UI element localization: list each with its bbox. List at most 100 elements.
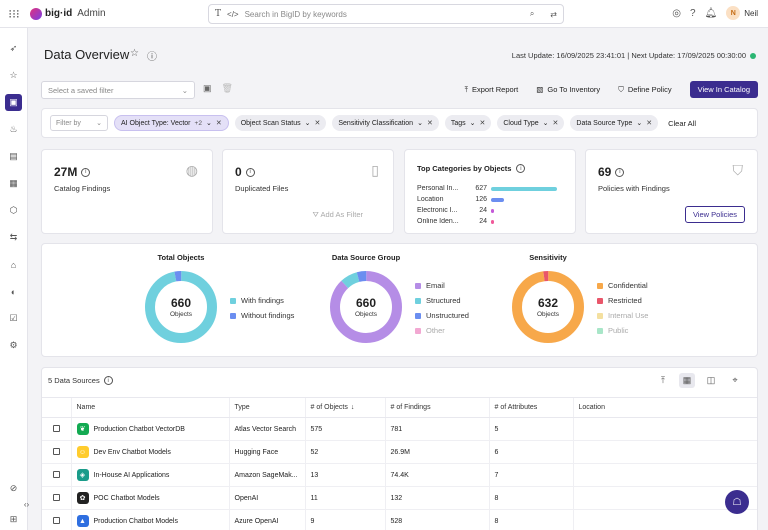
name-cell[interactable]: ❦ Production Chatbot VectorDB — [70, 417, 229, 441]
assistant-button[interactable]: ☖ — [725, 490, 749, 514]
table-row[interactable]: ✿ POC Chatbot Models OpenAI 11 132 8 — [42, 486, 757, 510]
column-header[interactable]: # of Attributes — [488, 397, 573, 418]
legend-item[interactable]: Confidential — [597, 278, 648, 293]
legend-item[interactable]: Restricted — [597, 293, 648, 308]
info-icon[interactable]: i — [615, 167, 625, 177]
chevron-down-icon[interactable]: ⌄ — [469, 120, 476, 127]
star-icon[interactable]: ☆ — [130, 48, 139, 59]
info-icon[interactable]: i — [245, 167, 255, 177]
top-category-row[interactable]: Online Iden... 24 — [417, 218, 494, 225]
check-circle-icon[interactable]: ◎ — [672, 7, 681, 19]
collapse-sidebar-icon[interactable]: ‹› — [23, 500, 30, 509]
legend-item[interactable]: Other — [415, 323, 469, 338]
map-pin-icon[interactable]: ⌖ — [732, 375, 738, 385]
bell-icon[interactable]: 🔔︎ — [704, 7, 718, 19]
swap-icon[interactable]: ⇄ — [550, 9, 557, 19]
top-category-row[interactable]: Electronic I... 24 — [417, 207, 494, 214]
report-icon[interactable]: ▤ — [9, 151, 18, 161]
row-checkbox[interactable] — [53, 516, 60, 524]
view-in-catalog-button[interactable]: View In Catalog — [689, 81, 758, 98]
add-as-filter-button[interactable]: ⛛ Add As Filter — [312, 210, 363, 220]
column-header[interactable]: # of Findings — [384, 397, 489, 418]
legend-item[interactable]: Internal Use — [597, 308, 648, 323]
name-cell[interactable]: ▲ Production Chatbot Models — [70, 509, 229, 530]
user-name[interactable]: Neil — [744, 8, 758, 18]
catalog-icon[interactable]: ▦ — [9, 178, 18, 188]
column-header[interactable]: # of Objects ↓ — [304, 397, 385, 418]
chevron-down-icon[interactable]: ⌄ — [542, 120, 549, 127]
code-icon[interactable]: </> — [227, 9, 239, 19]
close-icon[interactable]: ✕ — [426, 120, 433, 127]
table-row[interactable]: ◈ In-House AI Applications Amazon SageMak.… — [42, 463, 757, 487]
global-search[interactable]: T </> Search in BigID by keywords ⌕ ⇄ — [208, 4, 564, 24]
legend-item[interactable]: Unstructured — [415, 308, 469, 323]
donut-segment[interactable] — [330, 271, 402, 343]
name-cell[interactable]: ☺ Dev Env Chatbot Models — [70, 440, 229, 464]
clear-all-button[interactable]: Clear All — [668, 118, 697, 128]
chevron-down-icon[interactable]: ⌄ — [304, 120, 311, 127]
close-icon[interactable]: ✕ — [552, 120, 559, 127]
donut-segment[interactable] — [512, 271, 584, 343]
shield-search-icon[interactable]: ◐ — [10, 286, 17, 297]
define-policy-button[interactable]: ⛉ Define Policy — [618, 85, 671, 95]
legend-item[interactable]: Structured — [415, 293, 469, 308]
data-overview-icon[interactable]: ▣ — [5, 94, 22, 111]
close-icon[interactable]: ✕ — [479, 120, 486, 127]
chevron-down-icon[interactable]: ⌄ — [636, 120, 643, 127]
info-icon[interactable]: i — [81, 167, 91, 177]
chevron-down-icon[interactable]: ⌄ — [205, 120, 212, 127]
close-icon[interactable]: ✕ — [314, 120, 321, 127]
cube-icon[interactable]: ⬡ — [9, 205, 18, 215]
column-header[interactable]: Location — [572, 397, 757, 418]
filter-chip[interactable]: Sensitivity Classification ⌄ ✕ — [332, 115, 439, 131]
star-icon[interactable]: ☆ — [9, 70, 18, 80]
close-icon[interactable]: ✕ — [646, 120, 653, 127]
transfer-icon[interactable]: ⇆ — [9, 232, 18, 242]
text-icon[interactable]: T — [215, 9, 222, 19]
saved-filter-select[interactable]: Select a saved filter ⌄ — [41, 81, 195, 99]
info-icon[interactable]: i — [103, 376, 113, 385]
chevron-down-icon[interactable]: ⌄ — [417, 120, 423, 127]
sort-desc-icon[interactable]: ↓ — [350, 404, 355, 411]
donut-segment[interactable] — [145, 271, 217, 343]
go-to-inventory-button[interactable]: ▧ Go To Inventory — [536, 85, 600, 94]
donut-segment[interactable] — [330, 271, 402, 343]
filter-chip[interactable]: Tags ⌄ ✕ — [444, 115, 492, 131]
donut-segment[interactable] — [512, 271, 584, 343]
table-view-icon[interactable]: ▦ — [679, 373, 695, 388]
filter-chip[interactable]: Object Scan Status ⌄ ✕ — [234, 115, 327, 131]
fire-icon[interactable]: ♨ — [9, 124, 18, 134]
avatar[interactable]: N — [726, 6, 741, 20]
legend-item[interactable]: With findings — [230, 293, 294, 308]
hierarchy-icon[interactable]: ⌂ — [10, 259, 17, 270]
row-checkbox[interactable] — [53, 493, 60, 501]
split-view-icon[interactable]: ◫ — [706, 375, 716, 385]
column-header[interactable]: Name — [70, 397, 229, 418]
column-header[interactable]: Type — [228, 397, 305, 418]
row-checkbox[interactable] — [53, 447, 60, 455]
filter-chip[interactable]: AI Object Type: Vector +2 ⌄ ✕ — [114, 115, 229, 131]
grid-icon[interactable]: ⊞ — [9, 514, 18, 524]
top-category-row[interactable]: Location 126 — [417, 196, 505, 203]
checklist-icon[interactable]: ☑ — [9, 313, 18, 323]
export-icon[interactable]: ⤒ — [661, 375, 665, 385]
close-icon[interactable]: ✕ — [215, 120, 222, 127]
link-icon[interactable]: ⊘ — [9, 483, 18, 493]
row-checkbox[interactable] — [53, 424, 60, 432]
help-icon[interactable]: ? — [689, 7, 696, 19]
help-icon[interactable]: ⓘ — [146, 52, 157, 63]
legend-item[interactable]: Email — [415, 278, 469, 293]
filter-by-select[interactable]: Filter by ⌄ — [50, 115, 108, 131]
apps-grid-icon[interactable]: ⁝⁝⁝ — [8, 6, 20, 21]
name-cell[interactable]: ✿ POC Chatbot Models — [70, 486, 229, 510]
legend-item[interactable]: Without findings — [230, 308, 294, 323]
table-row[interactable]: ☺ Dev Env Chatbot Models Hugging Face 52 26.… — [42, 440, 757, 464]
trash-icon[interactable]: 🗑︎ — [221, 83, 233, 93]
export-report-button[interactable]: ⤒ Export Report — [465, 85, 519, 95]
table-row[interactable]: ▲ Production Chatbot Models Azure OpenAI 9 5… — [42, 509, 757, 530]
top-category-row[interactable]: Personal In... 627 — [417, 185, 557, 192]
filter-chip[interactable]: Data Source Type ⌄ ✕ — [570, 115, 659, 131]
filter-chip[interactable]: Cloud Type ⌄ ✕ — [497, 115, 565, 131]
logo[interactable]: big·id Admin — [30, 7, 106, 20]
gear-icon[interactable]: ⚙ — [9, 340, 18, 350]
